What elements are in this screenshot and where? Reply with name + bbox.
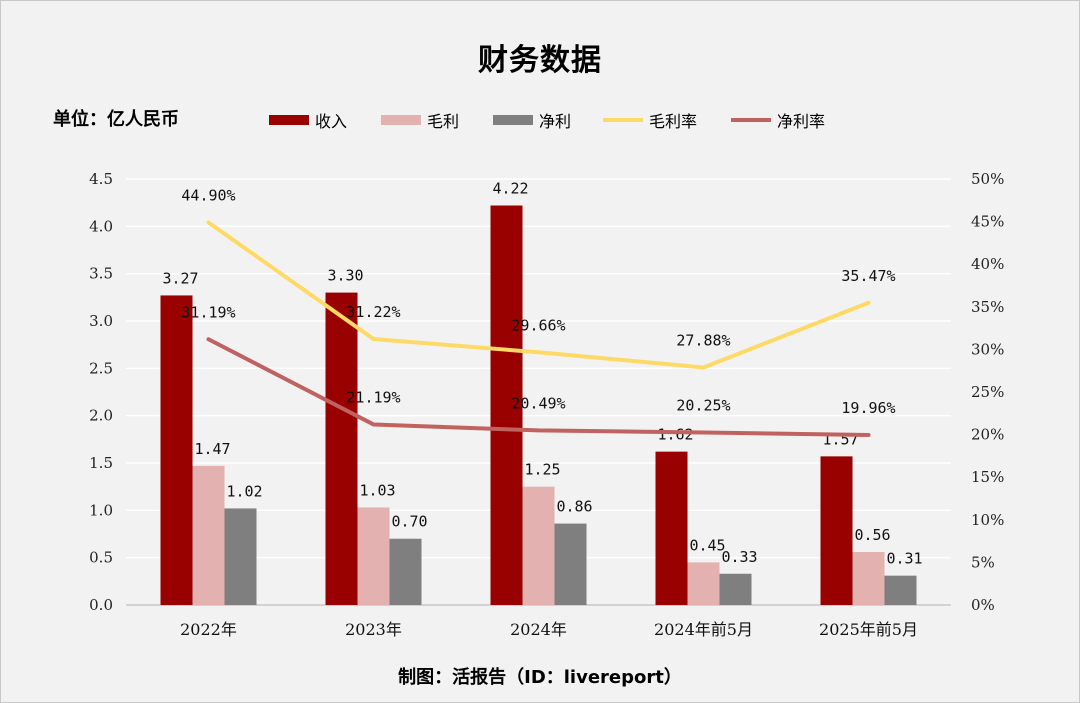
bar-net-profit (224, 508, 257, 605)
bar-data-label: 1.03 (359, 481, 395, 499)
bar-data-label: 3.27 (162, 269, 198, 287)
y-left-tick-label: 0.5 (89, 549, 113, 567)
legend-swatch-gross-margin (603, 118, 643, 122)
y-left-tick-label: 4.5 (89, 170, 113, 188)
y-left-tick-label: 2.5 (89, 359, 113, 377)
legend-label-revenue: 收入 (315, 112, 348, 131)
net-margin-data-label: 20.25% (676, 396, 730, 414)
y-right-tick-label: 15% (971, 468, 1004, 486)
bar-net-profit (719, 573, 752, 605)
bar-data-label: 1.47 (194, 440, 230, 458)
legend-swatch-net-margin (731, 118, 771, 122)
bar-data-label: 0.31 (886, 550, 922, 568)
y-right-tick-label: 45% (971, 213, 1004, 231)
gross-margin-data-label: 31.22% (346, 303, 400, 321)
net-margin-data-label: 31.19% (181, 303, 235, 321)
bar-data-label: 1.62 (657, 426, 693, 444)
bar-revenue (655, 451, 688, 605)
x-category-label: 2024年前5月 (654, 620, 753, 639)
bar-gross-profit (687, 562, 720, 605)
bar-data-label: 1.02 (226, 482, 262, 500)
bar-data-label: 1.25 (524, 461, 560, 479)
legend-label-gross-profit: 毛利 (427, 112, 460, 131)
legend-item-net-profit: 净利 (493, 108, 571, 132)
y-left-tick-label: 3.5 (89, 265, 113, 283)
y-left-tick-label: 0.0 (89, 596, 113, 614)
bar-data-label: 0.56 (854, 526, 890, 544)
bar-data-label: 0.33 (721, 548, 757, 566)
legend-swatch-revenue (269, 115, 309, 125)
net-margin-data-label: 21.19% (346, 388, 400, 406)
x-category-label: 2024年 (510, 620, 567, 639)
gross-margin-line (206, 220, 871, 370)
y-right-tick-label: 35% (971, 298, 1004, 316)
gross-margin-data-label: 35.47% (841, 267, 895, 285)
y-right-tick-label: 0% (971, 596, 995, 614)
y-right-tick-label: 25% (971, 383, 1004, 401)
bar-gross-profit (522, 486, 555, 605)
legend-swatch-net-profit (493, 115, 533, 125)
net-margin-data-label: 20.49% (511, 394, 565, 412)
y-right-tick-label: 50% (971, 170, 1004, 188)
legend-label-gross-margin: 毛利率 (649, 112, 698, 131)
legend-swatch-gross-profit (381, 115, 421, 125)
bar-gross-profit (357, 507, 390, 605)
y-left-tick-label: 2.0 (89, 407, 113, 425)
x-category-label: 2023年 (345, 620, 402, 639)
bar-revenue (325, 292, 358, 605)
bar-gross-profit (192, 465, 225, 605)
bar-data-label: 4.22 (492, 180, 528, 198)
y-right-tick-label: 5% (971, 553, 995, 571)
y-left-tick-label: 1.0 (89, 501, 113, 519)
legend-item-net-margin: 净利率 (731, 108, 825, 132)
legend-item-revenue: 收入 (269, 108, 347, 132)
footer-credit: 制图：活报告（ID：livereport） (398, 667, 682, 688)
legend-label-net-margin: 净利率 (777, 112, 826, 131)
y-right-tick-label: 30% (971, 340, 1004, 358)
y-right-tick-label: 40% (971, 255, 1004, 273)
bar-revenue (820, 456, 853, 605)
legend-item-gross-profit: 毛利 (381, 108, 459, 132)
bar-gross-profit (852, 551, 885, 605)
y-left-tick-label: 3.0 (89, 312, 113, 330)
gross-margin-data-label: 44.90% (181, 186, 235, 204)
legend-item-gross-margin: 毛利率 (603, 108, 697, 132)
legend-label-net-profit: 净利 (539, 112, 572, 131)
bar-net-profit (884, 575, 917, 605)
y-left-tick-label: 4.0 (89, 217, 113, 235)
bar-revenue (490, 205, 523, 606)
bar-data-label: 0.86 (556, 498, 592, 516)
bar-data-label: 3.30 (327, 267, 363, 285)
bar-revenue (160, 295, 193, 605)
y-right-tick-label: 10% (971, 511, 1004, 529)
bar-data-label: 0.45 (689, 536, 725, 554)
unit-label: 单位：亿人民币 (53, 109, 179, 130)
bar-net-profit (554, 523, 587, 605)
x-category-label: 2025年前5月 (819, 620, 918, 639)
chart-title: 财务数据 (478, 43, 602, 78)
x-category-label: 2022年 (180, 620, 237, 639)
bar-net-profit (389, 538, 422, 605)
gross-margin-data-label: 27.88% (676, 331, 730, 349)
net-margin-data-label: 19.96% (841, 399, 895, 417)
y-left-tick-label: 1.5 (89, 454, 113, 472)
net-margin-line (206, 337, 871, 437)
y-right-tick-label: 20% (971, 426, 1004, 444)
gross-margin-data-label: 29.66% (511, 316, 565, 334)
bar-data-label: 0.70 (391, 513, 427, 531)
